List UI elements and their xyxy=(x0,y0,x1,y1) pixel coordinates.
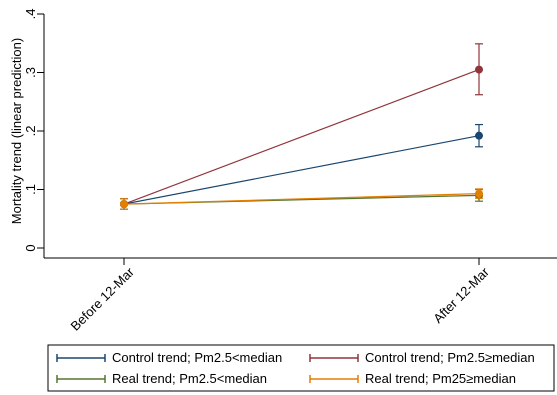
data-point xyxy=(475,65,483,74)
legend-label: Real trend; Pm25≥median xyxy=(365,371,516,386)
y-tick-label: 0 xyxy=(23,244,38,251)
data-point xyxy=(120,200,128,209)
legend-label: Control trend; Pm2.5≥median xyxy=(365,350,535,365)
legend: Control trend; Pm2.5<median Control trend… xyxy=(47,344,555,392)
y-tick-label: .1 xyxy=(23,184,38,195)
series-line xyxy=(123,135,480,205)
y-tick-label: .4 xyxy=(23,9,38,20)
y-axis-title: Mortality trend (linear prediction) xyxy=(9,38,24,224)
legend-label: Real trend; Pm2.5<median xyxy=(112,371,267,386)
series-layer xyxy=(120,43,483,210)
legend-label: Control trend; Pm2.5<median xyxy=(112,350,282,365)
y-ticks: 0 .1 .2 .3 .4 xyxy=(23,9,44,252)
y-tick-label: .3 xyxy=(23,67,38,78)
y-tick-label: .2 xyxy=(23,126,38,137)
series-line xyxy=(123,192,480,205)
data-point xyxy=(475,131,483,140)
legend-box xyxy=(47,344,555,392)
series xyxy=(120,188,483,210)
series-line xyxy=(123,69,480,205)
data-point xyxy=(475,189,483,198)
